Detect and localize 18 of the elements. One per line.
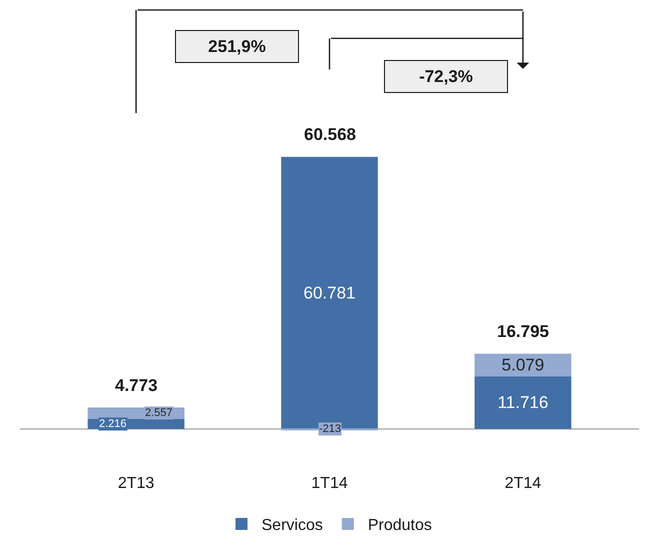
x-tick-label: 2T14 <box>504 475 542 492</box>
bar <box>474 354 572 376</box>
total-label: 60.568 <box>304 125 356 144</box>
bar <box>474 376 572 429</box>
data-label: -213 <box>319 423 342 435</box>
x-tick-label: 1T14 <box>311 475 348 492</box>
legend-label: Servicos <box>262 517 323 534</box>
text: -72,3% <box>419 67 473 86</box>
data-label: 2.557 <box>145 407 173 419</box>
x-tick-label: 2T13 <box>118 475 154 492</box>
total-label: 16.795 <box>497 322 549 341</box>
data-label: 11.716 <box>498 393 548 412</box>
data-label: 60.781 <box>304 283 356 302</box>
total-label: 4.773 <box>115 376 158 395</box>
legend-label: Produtos <box>368 517 432 534</box>
data-label: 5.079 <box>502 356 544 375</box>
data-label: 2.216 <box>99 418 127 430</box>
text: 251,9% <box>208 37 266 56</box>
